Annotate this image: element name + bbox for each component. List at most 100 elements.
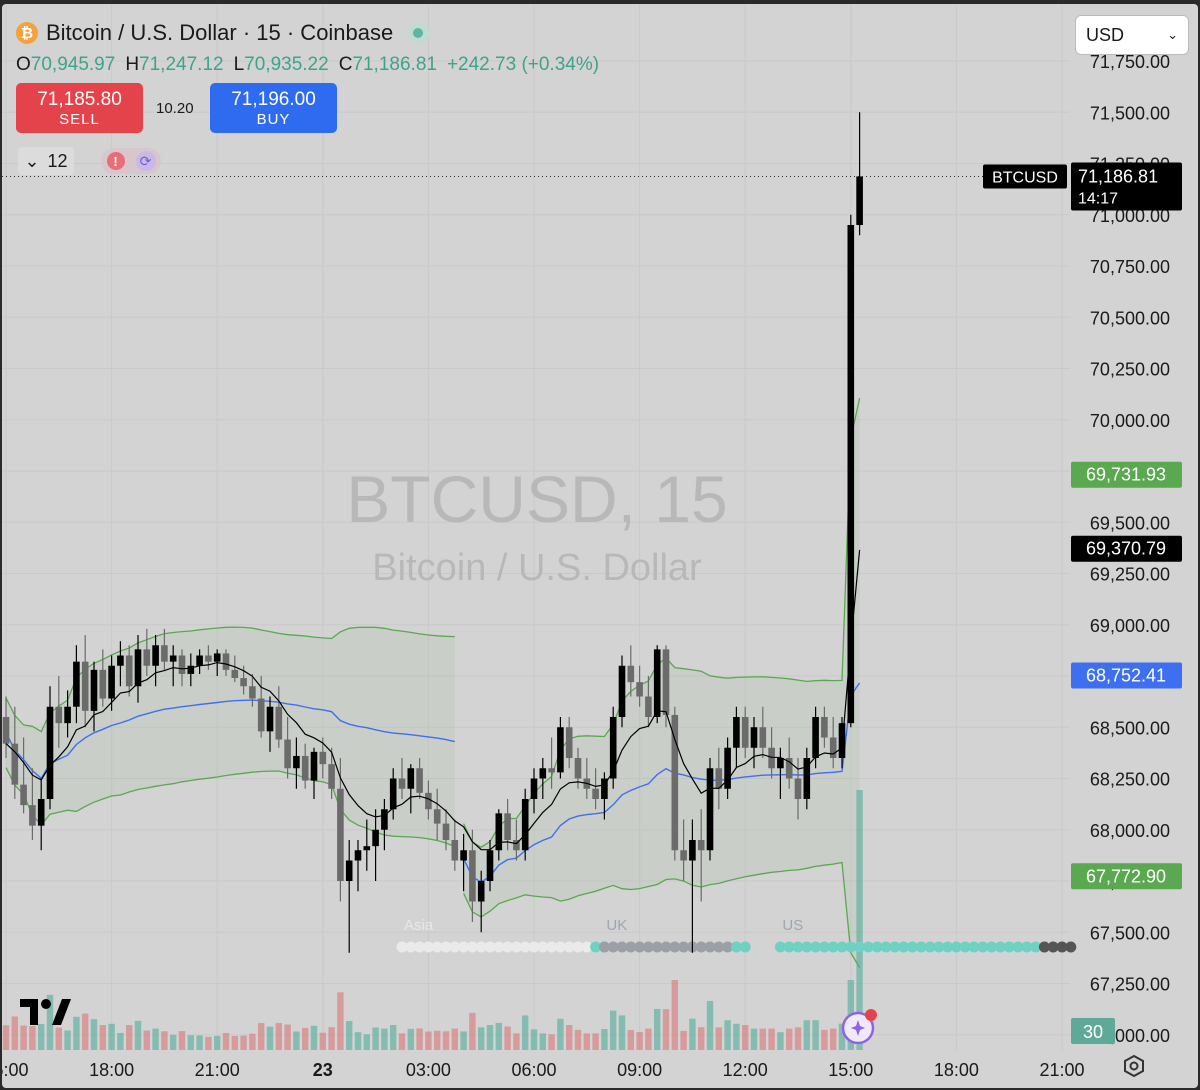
price-tag-label: 68,752.41 — [1086, 666, 1166, 686]
candle-body — [565, 727, 573, 758]
candle-body — [249, 686, 256, 699]
volume-tag-box — [1071, 1018, 1115, 1044]
candle-body — [433, 809, 441, 824]
session-dot — [484, 941, 496, 953]
volume-bar — [610, 1010, 617, 1050]
candle-body — [689, 840, 696, 861]
volume-bar — [469, 1012, 476, 1050]
candle-body — [178, 655, 186, 674]
volume-bar — [856, 790, 863, 1050]
candle-body — [196, 655, 203, 666]
session-dot — [554, 941, 566, 953]
volume-bar — [152, 1028, 159, 1050]
session-dot — [704, 941, 716, 953]
price-tick-label: 70,750.00 — [1090, 257, 1170, 277]
price-tick-label: 70,500.00 — [1090, 308, 1170, 328]
session-dot — [440, 941, 452, 953]
buy-button[interactable]: 71,196.00 BUY — [210, 83, 337, 133]
session-dot — [528, 941, 540, 953]
volume-bar — [759, 1028, 766, 1050]
sell-button[interactable]: 71,185.80 SELL — [16, 83, 143, 133]
session-dot — [739, 941, 751, 953]
tradingview-logo-icon[interactable] — [18, 997, 72, 1027]
candle-body — [539, 768, 547, 779]
session-dot — [1065, 941, 1077, 953]
candles — [2, 112, 863, 953]
chevron-down-icon: ⌄ — [24, 150, 40, 171]
volume-bar — [293, 1031, 300, 1050]
candle-body — [574, 758, 582, 779]
buy-label: BUY — [256, 111, 291, 128]
volume-bar — [407, 1028, 414, 1050]
alert-icon[interactable]: ! — [106, 152, 125, 170]
volume-bar — [416, 1028, 423, 1050]
volume-bar — [170, 1034, 177, 1050]
volume-bar — [346, 1021, 353, 1050]
session-dot — [906, 941, 918, 953]
candle-body — [328, 764, 335, 789]
session-dot — [502, 941, 514, 953]
price-tick-label: 71,000.00 — [1090, 206, 1170, 226]
volume-bar — [38, 1023, 45, 1050]
volume-bar — [706, 1000, 714, 1050]
price-tick-label: 70,250.00 — [1090, 360, 1170, 380]
sparkle-icon[interactable] — [838, 1008, 880, 1044]
volume-bar — [363, 1034, 370, 1050]
session-dot — [537, 941, 549, 953]
session-dot — [563, 941, 575, 953]
session-dot — [730, 941, 742, 953]
candle-body — [557, 727, 564, 773]
ohlc-low: L70,935.22 — [233, 54, 329, 75]
indicators-toggle-button[interactable]: ⌄ 12 — [18, 147, 74, 175]
candle-body — [504, 813, 511, 840]
candle-body — [293, 755, 300, 769]
volume-bar — [337, 992, 344, 1050]
time-tick-label: 06:00 — [511, 1060, 556, 1080]
price-tick-label: 69,000.00 — [1090, 616, 1170, 636]
volume-bar — [601, 1029, 608, 1050]
price-tick-label: 67,500.00 — [1090, 923, 1170, 943]
settings-icon[interactable] — [1122, 1054, 1146, 1078]
indicator-status[interactable]: ! ⟳ — [101, 148, 161, 174]
session-dot — [396, 941, 408, 953]
volume-bars — [2, 790, 863, 1050]
sell-label: SELL — [59, 111, 100, 128]
currency-select[interactable]: USD ⌄ — [1075, 15, 1189, 55]
candle-body — [64, 706, 71, 724]
session-dot — [651, 941, 663, 953]
candle-body — [407, 768, 415, 789]
buy-price: 71,196.00 — [231, 89, 316, 110]
ema-line — [5, 549, 861, 851]
session-dot — [607, 941, 619, 953]
countdown-label: 14:17 — [1078, 190, 1118, 207]
refresh-icon[interactable]: ⟳ — [135, 151, 156, 171]
sell-price: 71,185.80 — [37, 89, 122, 110]
volume-bar — [20, 1025, 27, 1050]
last-price-box — [1071, 162, 1182, 211]
price-chart[interactable]: BTCUSD, 15 Bitcoin / U.S. Dollar Asia UK U… — [2, 4, 1198, 1088]
session-dot — [986, 941, 998, 953]
volume-bar — [803, 1020, 810, 1050]
session-dot — [581, 941, 593, 953]
price-tag-box — [1071, 662, 1182, 689]
session-dot — [1012, 941, 1024, 953]
candle-body — [697, 840, 705, 851]
symbol-header[interactable]: ₿ Bitcoin / U.S. Dollar · 15 · Coinbase — [16, 18, 430, 48]
candle-body — [733, 717, 740, 748]
volume-bar — [249, 1033, 256, 1050]
volume-bar — [284, 1024, 291, 1050]
volume-bar — [627, 1030, 634, 1050]
volume-bar — [522, 1015, 529, 1050]
volume-tag-label: 30 — [1083, 1022, 1103, 1042]
bitcoin-icon: ₿ — [16, 22, 38, 44]
volume-bar — [205, 1036, 212, 1050]
session-dot — [968, 941, 980, 953]
session-dot — [1038, 941, 1050, 953]
volume-bar — [214, 1035, 221, 1050]
volume-bar — [258, 1023, 265, 1050]
watermark-symbol: BTCUSD, 15 — [346, 462, 727, 536]
candle-body — [486, 850, 494, 881]
volume-bar — [222, 1033, 230, 1050]
candle-body — [785, 758, 793, 779]
volume-bar — [275, 1023, 282, 1050]
